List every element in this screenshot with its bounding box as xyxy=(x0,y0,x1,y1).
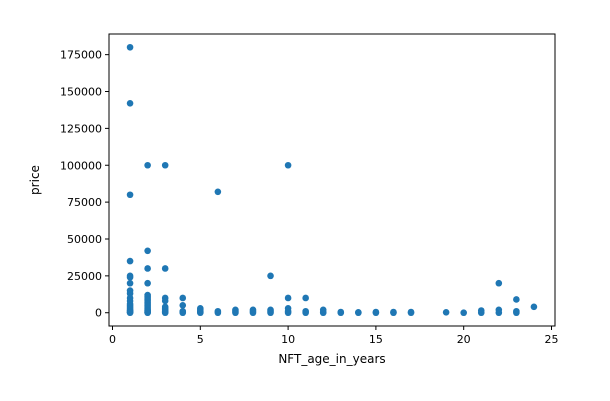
data-point xyxy=(460,309,467,317)
y-tick-label: 25000 xyxy=(67,270,102,283)
x-tick-label: 0 xyxy=(109,333,116,346)
data-point xyxy=(513,296,520,303)
x-tick-label: 25 xyxy=(544,333,558,346)
data-point xyxy=(197,309,204,317)
data-point xyxy=(126,43,134,51)
data-point xyxy=(232,309,239,317)
x-tick-label: 20 xyxy=(457,333,471,346)
y-axis-ticks: 0 25000 50000 75000 100000 125000 150000 175000 xyxy=(60,49,109,320)
y-tick-label: 75000 xyxy=(67,196,102,209)
data-point xyxy=(179,294,187,302)
data-point xyxy=(477,309,485,317)
data-point xyxy=(144,279,151,287)
data-point xyxy=(161,297,169,305)
data-point xyxy=(267,272,274,280)
data-point xyxy=(284,161,292,169)
data-point xyxy=(126,100,134,107)
data-point xyxy=(161,161,169,169)
y-tick-label: 125000 xyxy=(60,122,102,135)
data-point xyxy=(284,309,292,317)
data-point xyxy=(179,309,187,317)
data-point xyxy=(126,257,134,265)
data-point xyxy=(249,309,257,317)
x-axis-ticks: 0 5 10 15 20 25 xyxy=(109,326,558,346)
x-tick-label: 10 xyxy=(281,333,295,346)
data-point xyxy=(337,309,345,317)
y-axis-label: price xyxy=(28,165,42,195)
data-point xyxy=(144,161,151,169)
points-layer xyxy=(126,43,538,317)
y-tick-label: 100000 xyxy=(60,159,102,172)
data-point xyxy=(126,274,134,281)
data-point xyxy=(390,309,397,317)
data-point xyxy=(372,309,380,317)
y-tick-label: 150000 xyxy=(60,86,102,99)
data-point xyxy=(214,188,222,196)
data-point xyxy=(144,247,151,255)
data-point xyxy=(530,303,538,311)
y-tick-label: 175000 xyxy=(60,49,102,62)
data-point xyxy=(407,309,415,317)
y-tick-label: 50000 xyxy=(67,233,102,246)
x-tick-label: 15 xyxy=(369,333,383,346)
data-point xyxy=(442,308,450,316)
data-point xyxy=(144,309,151,317)
data-point xyxy=(126,279,134,287)
data-point xyxy=(302,309,309,317)
data-point xyxy=(214,309,222,317)
data-point xyxy=(284,294,292,302)
data-point xyxy=(319,309,327,317)
x-tick-label: 5 xyxy=(197,333,204,346)
data-point xyxy=(126,191,134,199)
data-point xyxy=(495,279,503,287)
data-point xyxy=(302,294,309,302)
data-point xyxy=(513,309,520,317)
x-axis-label: NFT_age_in_years xyxy=(278,352,385,366)
y-tick-label: 0 xyxy=(95,307,102,320)
data-point xyxy=(179,302,187,309)
plot-frame xyxy=(108,33,556,327)
data-point xyxy=(267,309,274,317)
data-point xyxy=(495,309,503,317)
data-point xyxy=(161,309,169,317)
data-point xyxy=(144,265,151,272)
data-point xyxy=(126,309,134,317)
data-point xyxy=(161,265,169,272)
data-point xyxy=(355,309,362,317)
